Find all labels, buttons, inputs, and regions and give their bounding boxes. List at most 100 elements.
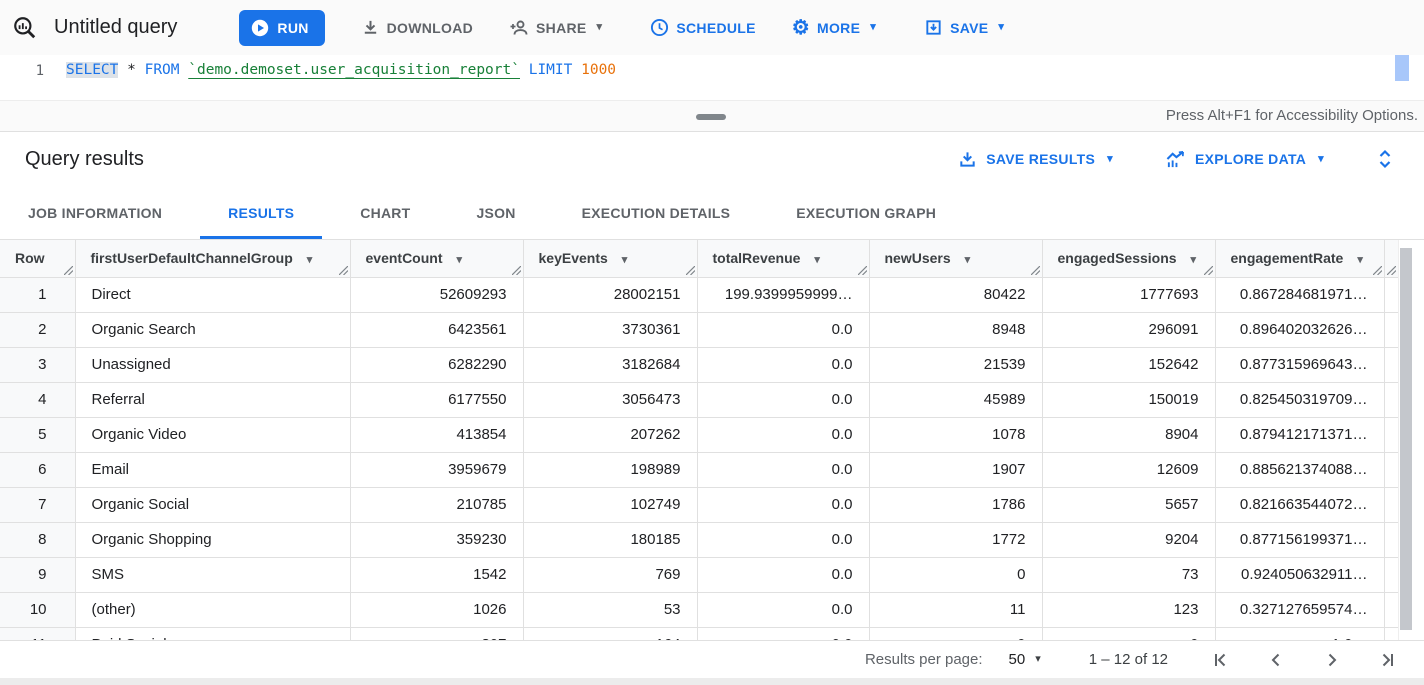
download-button[interactable]: DOWNLOAD [361,18,473,37]
tab-chart[interactable]: CHART [332,186,438,239]
column-header-label: firstUserDefaultChannelGroup [91,250,293,266]
schedule-button[interactable]: SCHEDULE [650,18,755,37]
page-size-select[interactable]: 50 ▾ [1009,651,1041,668]
sql-space [572,62,581,78]
play-circle-icon [251,19,269,37]
table-header-row: RowfirstUserDefaultChannelGroup▾eventCou… [0,240,1398,277]
row-number-cell: 7 [0,487,75,522]
table-row: 11Paid Social8071640.0001.0… [0,627,1398,640]
table-cell: 0.867284681971… [1215,277,1384,312]
table-cell: 0.0 [697,592,869,627]
sql-editor[interactable]: 1 SELECT * FROM `demo.demoset.user_acqui… [0,55,1424,100]
last-page-button[interactable] [1378,650,1398,670]
table-cell: 0 [869,557,1042,592]
table-scrollbar-thumb[interactable] [1400,248,1412,630]
tab-results[interactable]: RESULTS [200,186,322,239]
column-menu-caret-icon[interactable]: ▾ [457,254,463,266]
explore-data-button[interactable]: EXPLORE DATA ▾ [1165,150,1324,169]
table-cell: 1777693 [1042,277,1215,312]
row-number-cell: 8 [0,522,75,557]
table-cell: 0.0 [697,452,869,487]
table-cell: 28002151 [523,277,697,312]
column-resize-grip[interactable] [1204,266,1213,275]
table-cell: 6282290 [350,347,523,382]
column-resize-grip[interactable] [64,266,73,275]
column-resize-grip[interactable] [686,266,695,275]
column-resize-grip[interactable] [1387,266,1396,275]
first-page-button[interactable] [1210,650,1230,670]
column-resize-grip[interactable] [1031,266,1040,275]
table-cell: 6423561 [350,312,523,347]
column-resize-grip[interactable] [1373,266,1382,275]
column-header-label: keyEvents [539,250,608,266]
tab-job-information[interactable]: JOB INFORMATION [0,186,190,239]
column-menu-caret-icon[interactable]: ▾ [1191,254,1197,266]
editor-scrollbar-thumb[interactable] [1395,55,1409,81]
column-header-eventcount[interactable]: eventCount ▾ [350,240,523,277]
column-header-label: eventCount [366,250,443,266]
table-cell: Referral [75,382,350,417]
tab-execution-graph[interactable]: EXECUTION GRAPH [768,186,964,239]
table-cell [1384,557,1398,592]
results-actions: SAVE RESULTS ▾ EXPLORE DATA ▾ [958,148,1424,170]
download-icon [361,18,380,37]
table-cell [1384,592,1398,627]
column-menu-caret-icon[interactable]: ▾ [814,254,820,266]
sql-table-reference-link[interactable]: `demo.demoset.user_acquisition_report` [188,62,520,78]
column-header-engagementrate[interactable]: engagementRate▾ [1215,240,1384,277]
run-button[interactable]: RUN [239,10,324,46]
table-scrollbar-track[interactable] [1398,240,1412,640]
column-header-newusers[interactable]: newUsers▾ [869,240,1042,277]
table-cell: 0.327127659574… [1215,592,1384,627]
table-cell: 3056473 [523,382,697,417]
column-header-totalrevenue[interactable]: totalRevenue▾ [697,240,869,277]
save-icon [924,18,943,37]
unfold-panel-button[interactable] [1376,148,1394,170]
table-cell: 198989 [523,452,697,487]
row-number-cell: 10 [0,592,75,627]
pagination-range: 1 – 12 of 12 [1089,651,1168,668]
column-menu-caret-icon[interactable]: ▾ [1357,254,1363,266]
table-cell: 73 [1042,557,1215,592]
table-cell: 150019 [1042,382,1215,417]
table-cell: 0.0 [697,417,869,452]
table-cell [1384,417,1398,452]
table-cell: Organic Shopping [75,522,350,557]
share-button[interactable]: SHARE ▾ [509,18,602,38]
more-dropdown-caret-icon: ▾ [870,22,876,33]
next-page-button[interactable] [1322,650,1342,670]
column-resize-grip[interactable] [339,266,348,275]
row-number-cell: 4 [0,382,75,417]
column-menu-caret-icon[interactable]: ▾ [965,254,971,266]
save-results-button[interactable]: SAVE RESULTS ▾ [958,150,1113,169]
column-menu-caret-icon[interactable]: ▾ [307,254,313,266]
more-button[interactable]: ⚙ MORE ▾ [792,18,876,38]
table-row: 10(other)1026530.0111230.327127659574… [0,592,1398,627]
splitter-drag-handle[interactable] [696,114,726,120]
save-button[interactable]: SAVE ▾ [924,18,1004,37]
save-dropdown-caret-icon: ▾ [998,22,1004,33]
column-menu-caret-icon[interactable]: ▾ [622,254,628,266]
sql-code-line[interactable]: SELECT * FROM `demo.demoset.user_acquisi… [66,62,616,78]
save-results-label: SAVE RESULTS [986,151,1095,167]
column-resize-grip[interactable] [512,266,521,275]
row-number-cell: 5 [0,417,75,452]
column-header-engagedsessions[interactable]: engagedSessions▾ [1042,240,1215,277]
table-cell: 0.821663544072… [1215,487,1384,522]
explore-data-caret-icon: ▾ [1318,154,1324,165]
tab-json[interactable]: JSON [448,186,543,239]
table-cell: 8904 [1042,417,1215,452]
results-per-page-label: Results per page: [865,651,983,668]
column-header-firstuserdefaultchannelgroup[interactable]: firstUserDefaultChannelGroup ▾ [75,240,350,277]
table-cell: 1078 [869,417,1042,452]
tab-execution-details[interactable]: EXECUTION DETAILS [554,186,759,239]
table-cell: 5657 [1042,487,1215,522]
previous-page-button[interactable] [1266,650,1286,670]
column-header-keyevents[interactable]: keyEvents ▾ [523,240,697,277]
column-resize-grip[interactable] [858,266,867,275]
table-cell: 8948 [869,312,1042,347]
table-row: 3Unassigned628229031826840.0215391526420… [0,347,1398,382]
table-cell: 207262 [523,417,697,452]
editor-splitter-strip: Press Alt+F1 for Accessibility Options. [0,100,1424,132]
table-cell: 0.0 [697,382,869,417]
